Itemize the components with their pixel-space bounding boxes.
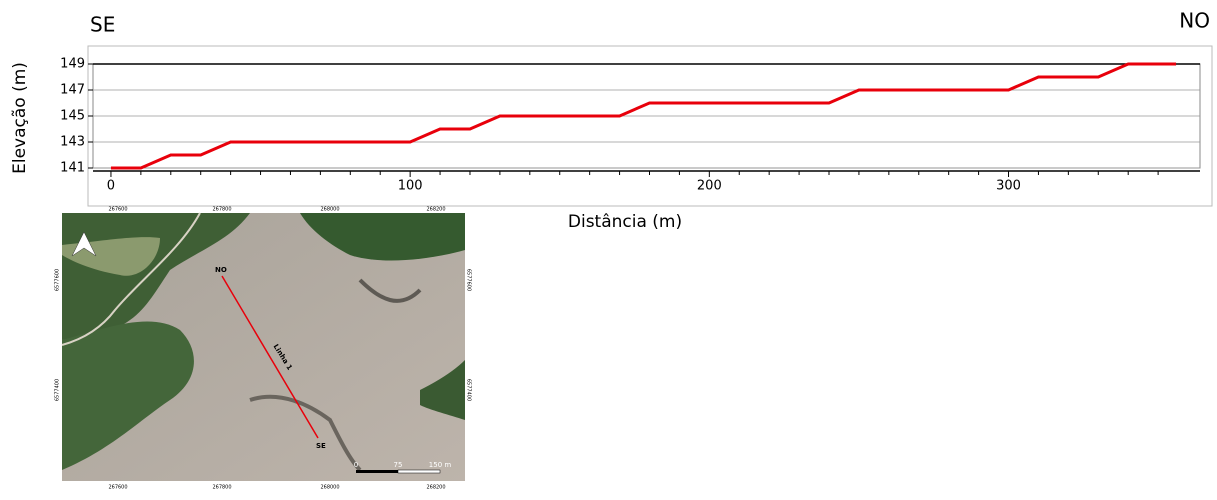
y-tick-label: 145	[60, 109, 85, 124]
x-tick-label: 100	[398, 179, 423, 194]
x-axis-label: Distância (m)	[568, 212, 682, 232]
scale-label: 0	[354, 461, 358, 469]
scale-bar	[398, 470, 440, 473]
map-coord: 268000	[320, 485, 339, 491]
map-coord: 267600	[108, 485, 127, 491]
x-tick-label: 200	[697, 179, 722, 194]
y-axis-label: Elevação (m)	[10, 62, 30, 174]
y-tick-label: 141	[60, 161, 85, 176]
map-coord: 6577600	[55, 269, 61, 291]
x-tick-label: 300	[996, 179, 1021, 194]
map-coord: 267800	[212, 207, 231, 213]
map: NO SE Linha 1	[62, 213, 465, 481]
map-coord: 6577400	[55, 379, 61, 401]
map-coord: 267800	[212, 485, 231, 491]
scale-bar	[356, 470, 398, 473]
map-coord: 268200	[426, 485, 445, 491]
y-tick-label: 147	[60, 83, 85, 98]
x-tick-label: 0	[107, 179, 115, 194]
start-label: NO	[215, 266, 227, 274]
left-label: SE	[90, 13, 115, 37]
right-label: NO	[1179, 9, 1210, 33]
scale-label: 150 m	[429, 461, 452, 469]
map-coord: 268000	[320, 207, 339, 213]
map-coord: 268200	[426, 207, 445, 213]
y-tick-label: 149	[60, 57, 85, 72]
map-coord: 6577400	[466, 379, 472, 401]
y-tick-label: 143	[60, 135, 85, 150]
figure: SE NO Elevação (m) Distância (m) NO SE L…	[0, 0, 1217, 496]
map-coord: 6577600	[466, 269, 472, 291]
end-label: SE	[316, 442, 326, 450]
scale-label: 75	[394, 461, 403, 469]
map-coord: 267600	[108, 207, 127, 213]
